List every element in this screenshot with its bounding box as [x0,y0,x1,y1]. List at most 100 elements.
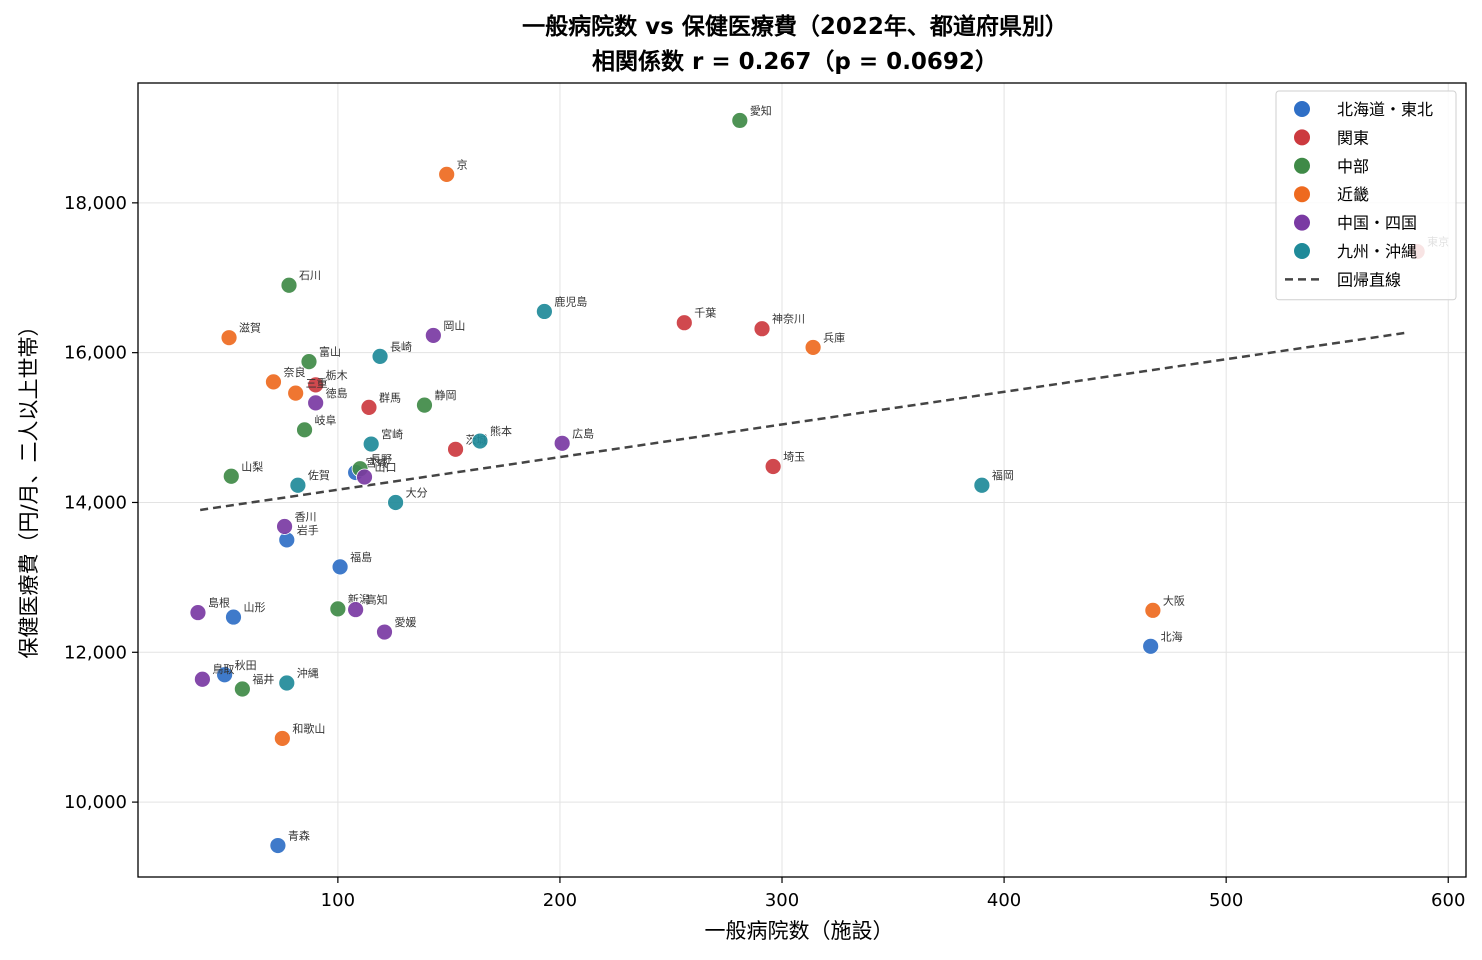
point-label: 北海 [1161,629,1183,643]
point-label: 岡山 [443,319,465,332]
y-tick-label: 10,000 [64,792,127,813]
legend-marker [1294,101,1310,117]
point-label: 宮崎 [381,427,403,441]
point-label: 長野 [370,453,392,466]
y-axis-label: 保健医療費（円/月、二人以上世帯） [17,315,41,658]
legend-entry-regression: 回帰直線 [1337,270,1401,289]
point-label: 長崎 [390,339,412,353]
point-label: 青森 [288,829,310,843]
data-point [216,666,234,684]
point-label: 三重 [306,376,328,390]
legend-marker [1294,129,1310,146]
data-point [447,440,464,458]
legend-entry: 九州・沖縄 [1337,242,1417,261]
data-point [553,434,571,452]
legend-marker [1294,157,1310,174]
data-point [300,353,318,371]
data-point [307,394,325,412]
legend-entry: 関東 [1337,128,1369,147]
point-label: 大阪 [1163,593,1185,607]
legend-entry: 北海道・東北 [1337,100,1433,119]
data-point [376,623,393,641]
data-point [287,384,305,402]
point-label: 熊本 [490,424,512,438]
legend-entry: 中部 [1337,157,1369,176]
x-axis-label: 一般病院数（施設） [705,919,894,943]
data-point [471,432,489,450]
y-tick-label: 16,000 [64,343,127,364]
x-tick-label: 400 [987,890,1021,911]
data-point [265,373,282,391]
point-label: 京 [457,157,468,171]
y-tick-label: 14,000 [64,492,127,513]
point-label: 福島 [350,550,372,564]
legend-entry: 中国・四国 [1337,214,1417,233]
data-point [296,421,313,439]
data-point [371,348,389,365]
data-point [387,494,405,511]
point-label: 栃木 [326,368,348,382]
legend-marker [1294,243,1310,259]
point-label: 山口 [375,461,397,474]
point-label: 埼玉 [783,450,805,464]
data-point [273,730,291,747]
point-label: 岩手 [297,523,319,537]
axis-ticks: 100 200 300 400 500 600 10,000 12,000 14,000 16,0… [64,193,1465,911]
point-label: 山形 [243,601,265,614]
point-label: 広島 [572,426,594,440]
point-label: 福岡 [992,468,1014,482]
x-tick-label: 500 [1209,890,1243,911]
data-point [1142,637,1160,655]
data-point [753,320,771,338]
data-point [189,604,207,621]
legend-entry: 近畿 [1337,185,1369,204]
data-point [764,458,782,475]
point-label: 静岡 [434,388,456,402]
point-label: 宮城 [366,456,388,470]
data-point [416,396,433,414]
plot-frame [137,82,1467,878]
point-label: 秋田 [235,658,257,672]
point-label: 富山 [319,345,341,359]
legend-box [1275,90,1457,301]
data-point [438,165,456,183]
chart-title: 一般病院数 vs 保健医療費（2022年、都道府県別） [522,13,1068,40]
point-label: 岐阜 [315,414,337,427]
regression-line [199,331,1409,512]
point-label: 徳島 [326,386,348,400]
point-label: 愛知 [750,103,772,117]
data-point [278,674,296,692]
point-label: 群馬 [379,390,401,404]
data-point [804,339,822,356]
point-label: 大分 [406,485,428,499]
point-label: 島根 [208,596,230,610]
grid-lines [138,83,1466,877]
point-label: 佐賀 [308,468,330,482]
chart-subtitle: 相関係数 r = 0.267（p = 0.0692） [592,48,998,75]
data-point [280,276,298,294]
data-point [225,608,242,626]
data-points: 北海青森岩手宮城秋田山形福島茨城栃木群馬埼玉千葉東京神奈川新潟富山石川福井山梨長… [189,103,1449,854]
point-label: 兵庫 [823,330,845,344]
data-point [424,327,442,344]
x-tick-label: 200 [543,890,577,911]
data-point [360,398,378,416]
data-point [347,601,365,618]
data-point [973,476,991,494]
point-label: 神奈川 [772,312,805,326]
point-label: 鳥取 [212,662,234,676]
point-label: 高知 [366,593,388,607]
point-label: 鹿児島 [554,294,587,308]
x-tick-label: 600 [1431,890,1465,911]
point-label: 石川 [299,269,321,282]
data-point [276,518,293,535]
data-point [233,680,251,698]
y-tick-label: 18,000 [64,193,127,214]
point-label: 千葉 [694,306,716,320]
point-label: 奈良 [283,365,305,379]
point-label: 山梨 [241,459,263,473]
point-label: 和歌山 [292,721,325,735]
point-label: 沖縄 [297,666,319,680]
